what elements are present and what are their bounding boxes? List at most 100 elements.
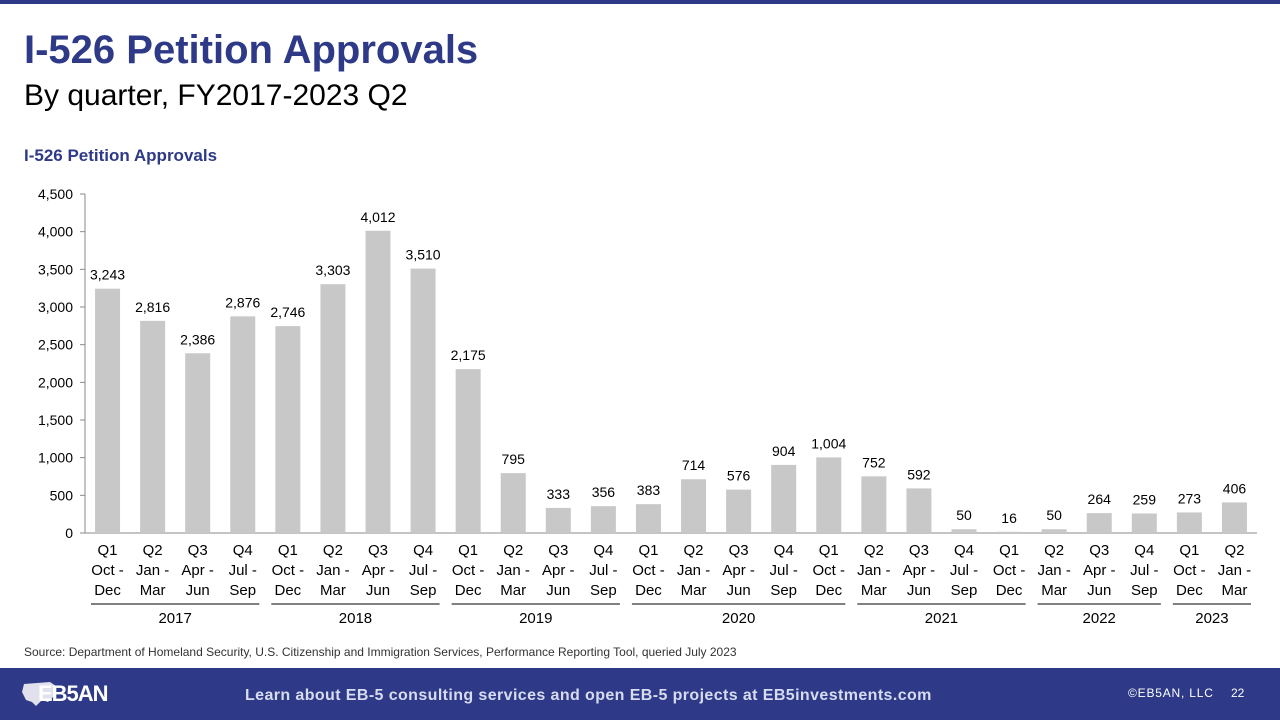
- x-tick-label: Dec: [275, 582, 302, 599]
- bar-value-label: 1,004: [811, 435, 846, 451]
- x-tick-label: Jul -: [589, 562, 617, 579]
- x-tick-label: Jun: [186, 582, 210, 599]
- x-tick-label: Q4: [954, 542, 974, 559]
- x-tick-label: Oct -: [632, 562, 665, 579]
- x-tick-label: Dec: [1176, 582, 1203, 599]
- bar-value-label: 714: [682, 457, 706, 473]
- x-tick-label: Q1: [98, 542, 118, 559]
- bar-value-label: 259: [1133, 491, 1157, 507]
- y-tick-label: 4,000: [38, 224, 73, 240]
- y-tick-label: 3,000: [38, 299, 73, 315]
- y-tick-label: 1,000: [38, 450, 73, 466]
- bar: [906, 488, 932, 533]
- x-tick-label: Q2: [1044, 542, 1064, 559]
- x-tick-label: Jul -: [950, 562, 978, 579]
- x-tick-label: Apr -: [1083, 562, 1116, 579]
- bar-value-label: 50: [1046, 507, 1062, 523]
- x-tick-label: Oct -: [993, 562, 1026, 579]
- bar: [95, 288, 121, 533]
- bar: [365, 230, 391, 533]
- x-tick-label: Sep: [410, 582, 437, 599]
- bar-value-label: 3,303: [315, 262, 350, 278]
- bar: [635, 504, 661, 533]
- x-tick-label: Sep: [229, 582, 256, 599]
- x-tick-label: Jan -: [136, 562, 169, 579]
- copyright: ©EB5AN, LLC: [1128, 686, 1214, 700]
- bar: [1131, 513, 1157, 533]
- bar-value-label: 2,175: [451, 347, 486, 363]
- bar-value-label: 273: [1178, 490, 1202, 506]
- x-tick-label: Apr -: [542, 562, 575, 579]
- y-tick-label: 500: [50, 487, 74, 503]
- bar: [726, 489, 752, 533]
- x-tick-label: Dec: [815, 582, 842, 599]
- x-tick-label: Oct -: [452, 562, 485, 579]
- x-tick-label: Jan -: [1218, 562, 1251, 579]
- x-tick-label: Dec: [94, 582, 121, 599]
- x-tick-label: Mar: [500, 582, 526, 599]
- chart-title: I-526 Petition Approvals: [24, 146, 218, 165]
- bar-value-label: 752: [862, 454, 886, 470]
- top-accent-bar: [0, 0, 1280, 4]
- bar-value-label: 2,876: [225, 294, 260, 310]
- bar: [861, 476, 887, 533]
- x-tick-label: Q4: [1134, 542, 1154, 559]
- x-tick-label: Dec: [635, 582, 662, 599]
- bar-value-label: 16: [1001, 510, 1017, 526]
- bar: [410, 268, 436, 533]
- bar: [681, 479, 707, 533]
- x-tick-label: Oct -: [813, 562, 846, 579]
- x-tick-label: Mar: [140, 582, 166, 599]
- x-tick-label: Mar: [320, 582, 346, 599]
- bar-value-label: 2,816: [135, 299, 170, 315]
- bar: [185, 353, 211, 533]
- x-tick-label: Jan -: [677, 562, 710, 579]
- x-tick-label: Jun: [907, 582, 931, 599]
- x-tick-label: Q1: [999, 542, 1019, 559]
- bar: [816, 457, 842, 533]
- x-tick-label: Q3: [548, 542, 568, 559]
- bar-value-label: 333: [547, 486, 571, 502]
- bar-value-label: 576: [727, 468, 751, 484]
- x-tick-label: Apr -: [903, 562, 936, 579]
- bar: [1221, 502, 1247, 533]
- bar: [771, 464, 797, 533]
- bar-value-label: 4,012: [360, 209, 395, 225]
- x-tick-label: Q4: [774, 542, 794, 559]
- x-tick-label: Q3: [909, 542, 929, 559]
- x-tick-label: Sep: [590, 582, 617, 599]
- bar: [455, 369, 481, 533]
- bar-value-label: 383: [637, 482, 661, 498]
- us-map-icon: [22, 682, 56, 706]
- x-tick-label: Jan -: [1037, 562, 1070, 579]
- x-tick-label: Q4: [593, 542, 613, 559]
- bar-value-label: 50: [956, 507, 972, 523]
- logo-text: EB5AN: [38, 681, 109, 706]
- footer-tagline[interactable]: Learn about EB-5 consulting services and…: [245, 687, 932, 704]
- x-tick-label: Q1: [458, 542, 478, 559]
- x-tick-label: Jun: [546, 582, 570, 599]
- bar: [140, 320, 166, 533]
- x-tick-label: Sep: [1131, 582, 1158, 599]
- bar: [996, 531, 1022, 533]
- x-tick-label: Jun: [727, 582, 751, 599]
- x-tick-label: Q2: [323, 542, 343, 559]
- x-tick-label: Jan -: [497, 562, 530, 579]
- x-tick-label: Q3: [729, 542, 749, 559]
- bar: [230, 316, 256, 533]
- eb5an-logo[interactable]: EB5AN: [20, 676, 110, 712]
- x-tick-label: Q2: [503, 542, 523, 559]
- bar-value-label: 264: [1088, 491, 1112, 507]
- year-label: 2021: [925, 610, 958, 627]
- x-tick-label: Sep: [951, 582, 978, 599]
- x-tick-label: Q4: [233, 542, 253, 559]
- bar: [1086, 513, 1112, 533]
- bar-value-label: 795: [502, 451, 526, 467]
- bar-value-label: 592: [907, 466, 931, 482]
- bar-value-label: 2,386: [180, 331, 215, 347]
- x-tick-label: Q1: [638, 542, 658, 559]
- x-tick-label: Jul -: [770, 562, 798, 579]
- y-tick-label: 2,000: [38, 374, 73, 390]
- x-tick-label: Q1: [278, 542, 298, 559]
- x-tick-label: Q4: [413, 542, 433, 559]
